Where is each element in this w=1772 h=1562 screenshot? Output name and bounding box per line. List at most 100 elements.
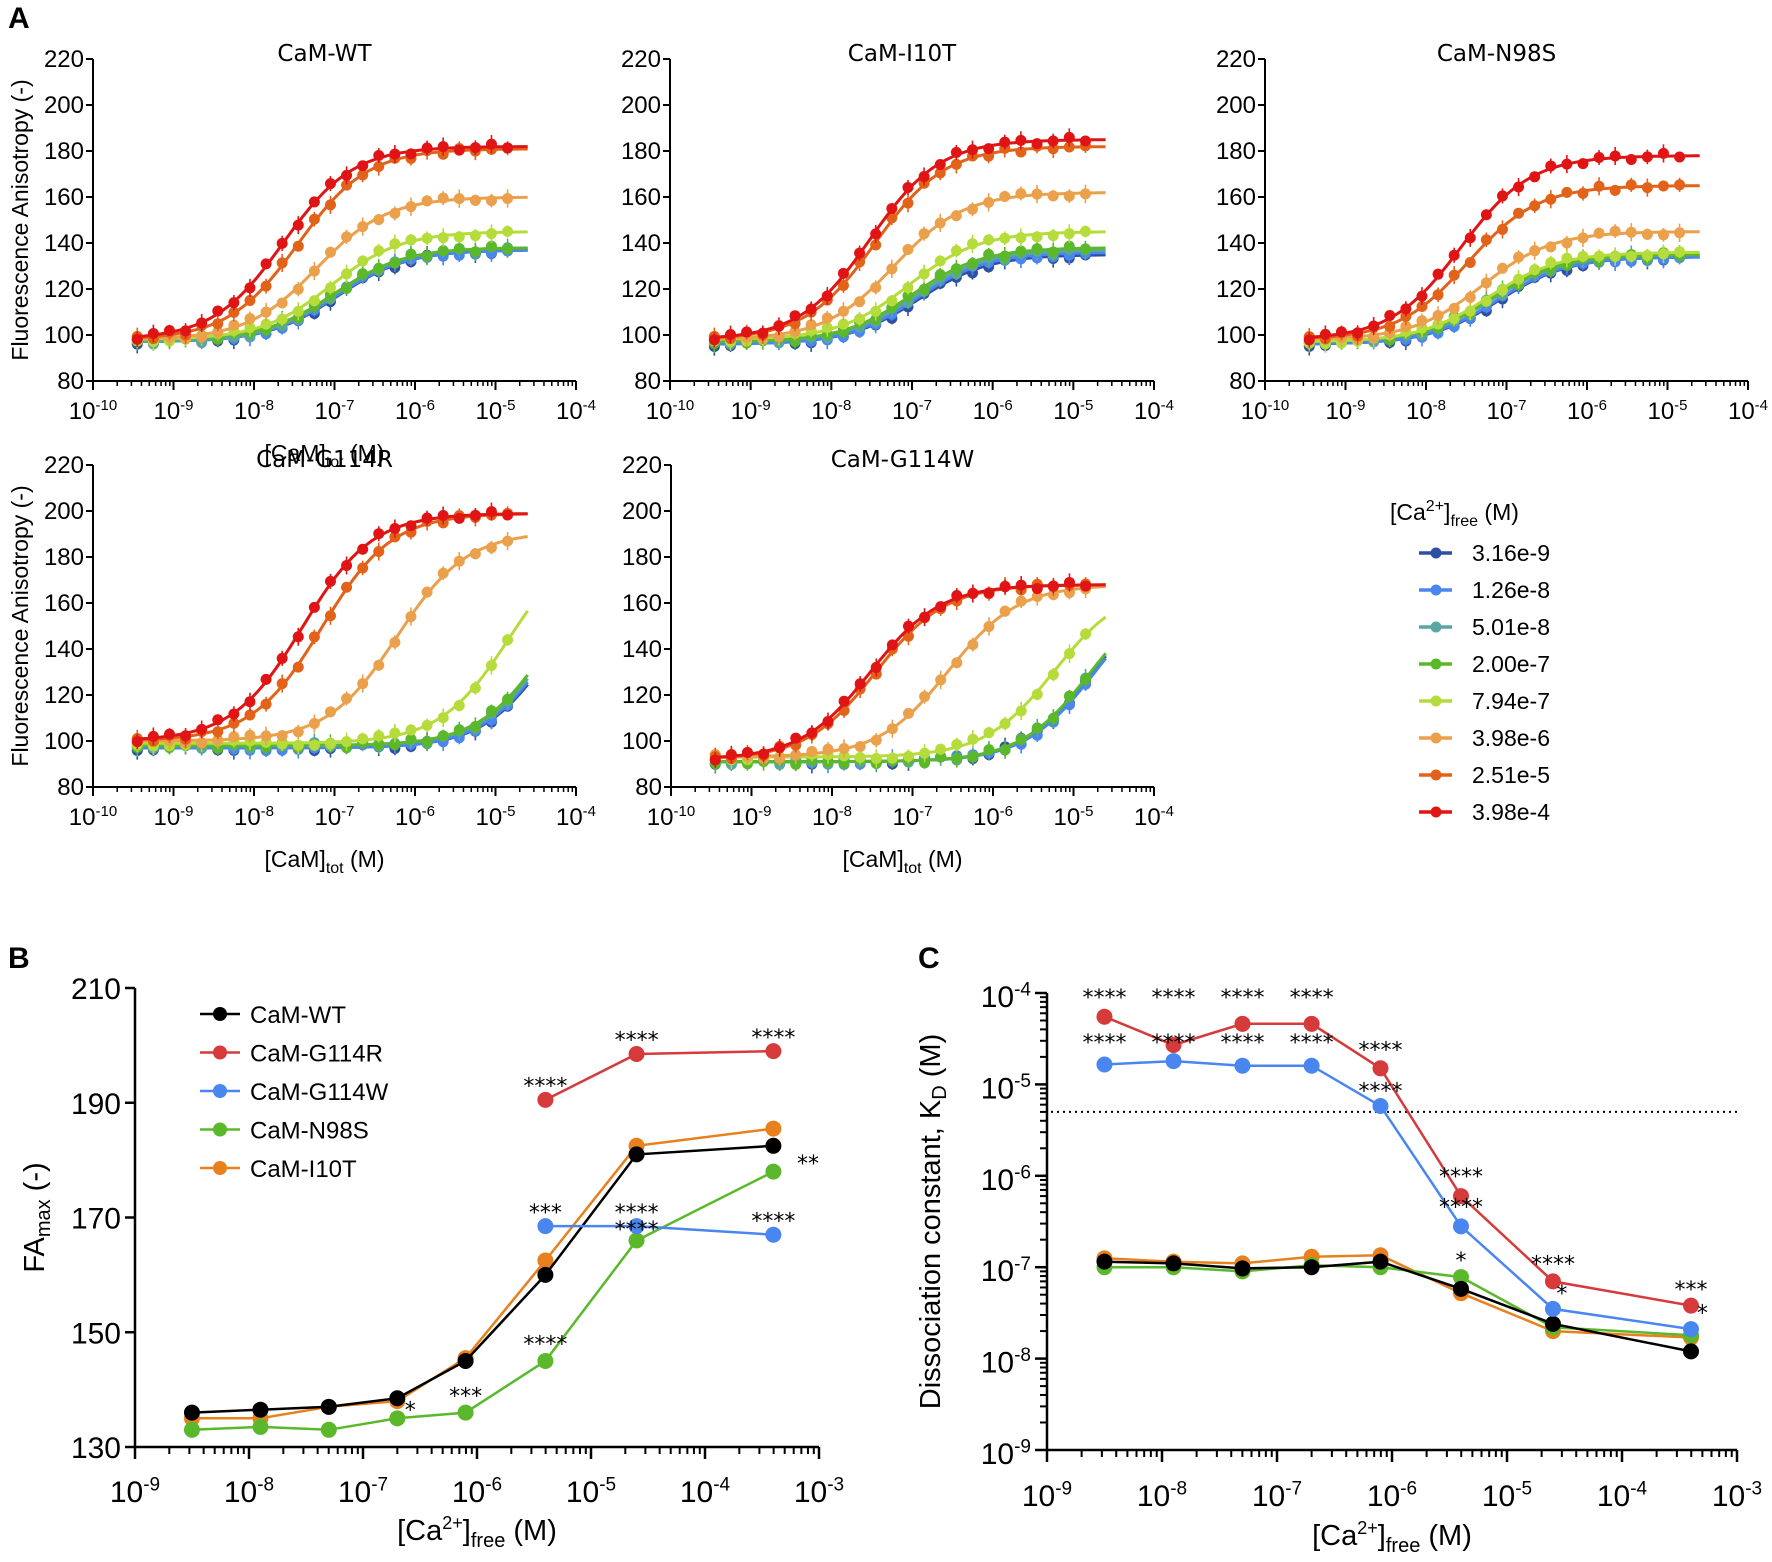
data-point	[886, 752, 898, 764]
x-tick-label: 10-6	[1367, 1479, 1417, 1513]
data-point	[373, 245, 385, 257]
tick-base: 10	[556, 804, 583, 831]
data-point	[228, 717, 240, 729]
tick-base: 10	[234, 398, 261, 425]
legend-title-close: ]	[1444, 499, 1450, 525]
data-point	[950, 263, 962, 275]
data-point	[902, 630, 914, 642]
data-point	[805, 303, 817, 315]
data-point	[1625, 153, 1637, 165]
significance-label: ****	[1358, 1039, 1402, 1064]
legend-item: 3.98e-6	[1419, 725, 1550, 751]
data-point	[196, 737, 208, 749]
tick-base: 10	[395, 804, 422, 831]
y-tick-label: 160	[622, 590, 662, 617]
x-tick-label: 10-8	[234, 397, 274, 425]
tick-base: 10	[1367, 1480, 1400, 1513]
data-point	[244, 709, 256, 721]
ylabel-part: (M)	[915, 1034, 947, 1086]
data-point	[453, 512, 465, 524]
xlabel-part: ]	[1378, 1520, 1386, 1552]
data-point	[1335, 326, 1347, 338]
data-point	[183, 1421, 200, 1438]
data-point	[1545, 160, 1557, 172]
data-point	[1529, 264, 1541, 276]
tick-exponent: -9	[143, 1475, 160, 1496]
legend-label: CaM-G114W	[250, 1079, 389, 1106]
data-point	[292, 305, 304, 317]
data-point	[1464, 305, 1476, 317]
data-point	[502, 509, 514, 521]
data-point	[196, 723, 208, 735]
data-point	[854, 751, 866, 763]
data-point	[1015, 733, 1027, 745]
data-point	[421, 719, 433, 731]
series-line	[1104, 1059, 1692, 1331]
data-point	[774, 742, 786, 754]
data-point	[373, 149, 385, 161]
data-point	[421, 736, 433, 748]
data-point	[1513, 207, 1525, 219]
data-point	[967, 639, 979, 651]
data-point	[469, 720, 481, 732]
data-point	[725, 328, 736, 340]
significance-label: *	[1455, 1249, 1466, 1274]
data-point	[308, 196, 320, 208]
data-point	[902, 750, 914, 762]
data-point	[324, 575, 336, 587]
fit-curve	[715, 652, 1107, 764]
data-point	[1496, 190, 1508, 202]
data-point	[870, 752, 882, 764]
data-point	[628, 1232, 645, 1249]
legend-item: 1.26e-8	[1419, 577, 1550, 603]
data-point	[1496, 262, 1508, 274]
series-line	[1104, 1260, 1692, 1353]
data-point	[919, 691, 931, 703]
data-point	[821, 322, 833, 334]
tick-base: 10	[794, 1476, 827, 1509]
tick-exponent: -6	[1594, 397, 1607, 414]
data-point	[935, 751, 947, 763]
tick-exponent: -6	[999, 397, 1012, 414]
tick-base: 10	[647, 804, 674, 831]
series-cam-g114r	[1096, 1008, 1699, 1314]
data-point	[389, 238, 401, 250]
data-point	[950, 210, 962, 222]
tick-base: 10	[731, 804, 758, 831]
data-point	[212, 734, 224, 746]
y-tick-label: 190	[71, 1088, 121, 1121]
x-tick-label: 10-4	[1728, 397, 1768, 425]
data-point	[405, 611, 417, 623]
legend-marker	[213, 1084, 227, 1098]
data-point	[1448, 302, 1460, 314]
y-tick-label: 80	[57, 368, 84, 395]
data-point	[437, 712, 449, 724]
data-point	[469, 509, 481, 521]
data-point	[276, 313, 288, 325]
legend-label: CaM-WT	[250, 1002, 346, 1029]
chart-title: CaM-I10T	[848, 41, 957, 67]
y-tick-label: 100	[44, 728, 84, 755]
y-tick-label: 140	[1216, 230, 1256, 257]
x-tick-label: 10-10	[69, 803, 117, 831]
significance-label: ****	[1439, 1196, 1483, 1221]
data-point	[1047, 230, 1059, 242]
data-point	[934, 217, 946, 229]
tick-base: 10	[556, 398, 583, 425]
fit-curve	[715, 583, 1106, 759]
data-point	[983, 196, 995, 208]
data-point	[1657, 147, 1669, 159]
y-tick-label: 120	[44, 276, 84, 303]
tick-base: 10	[973, 398, 1000, 425]
data-point	[437, 567, 449, 579]
data-point	[919, 757, 931, 769]
data-point	[1368, 320, 1380, 332]
data-point	[886, 295, 898, 307]
data-point	[421, 142, 433, 154]
data-point	[324, 738, 336, 750]
tick-exponent: -4	[1630, 1479, 1647, 1500]
tick-base: 10	[338, 1476, 371, 1509]
tick-base: 10	[566, 1476, 599, 1509]
data-point	[292, 739, 304, 751]
